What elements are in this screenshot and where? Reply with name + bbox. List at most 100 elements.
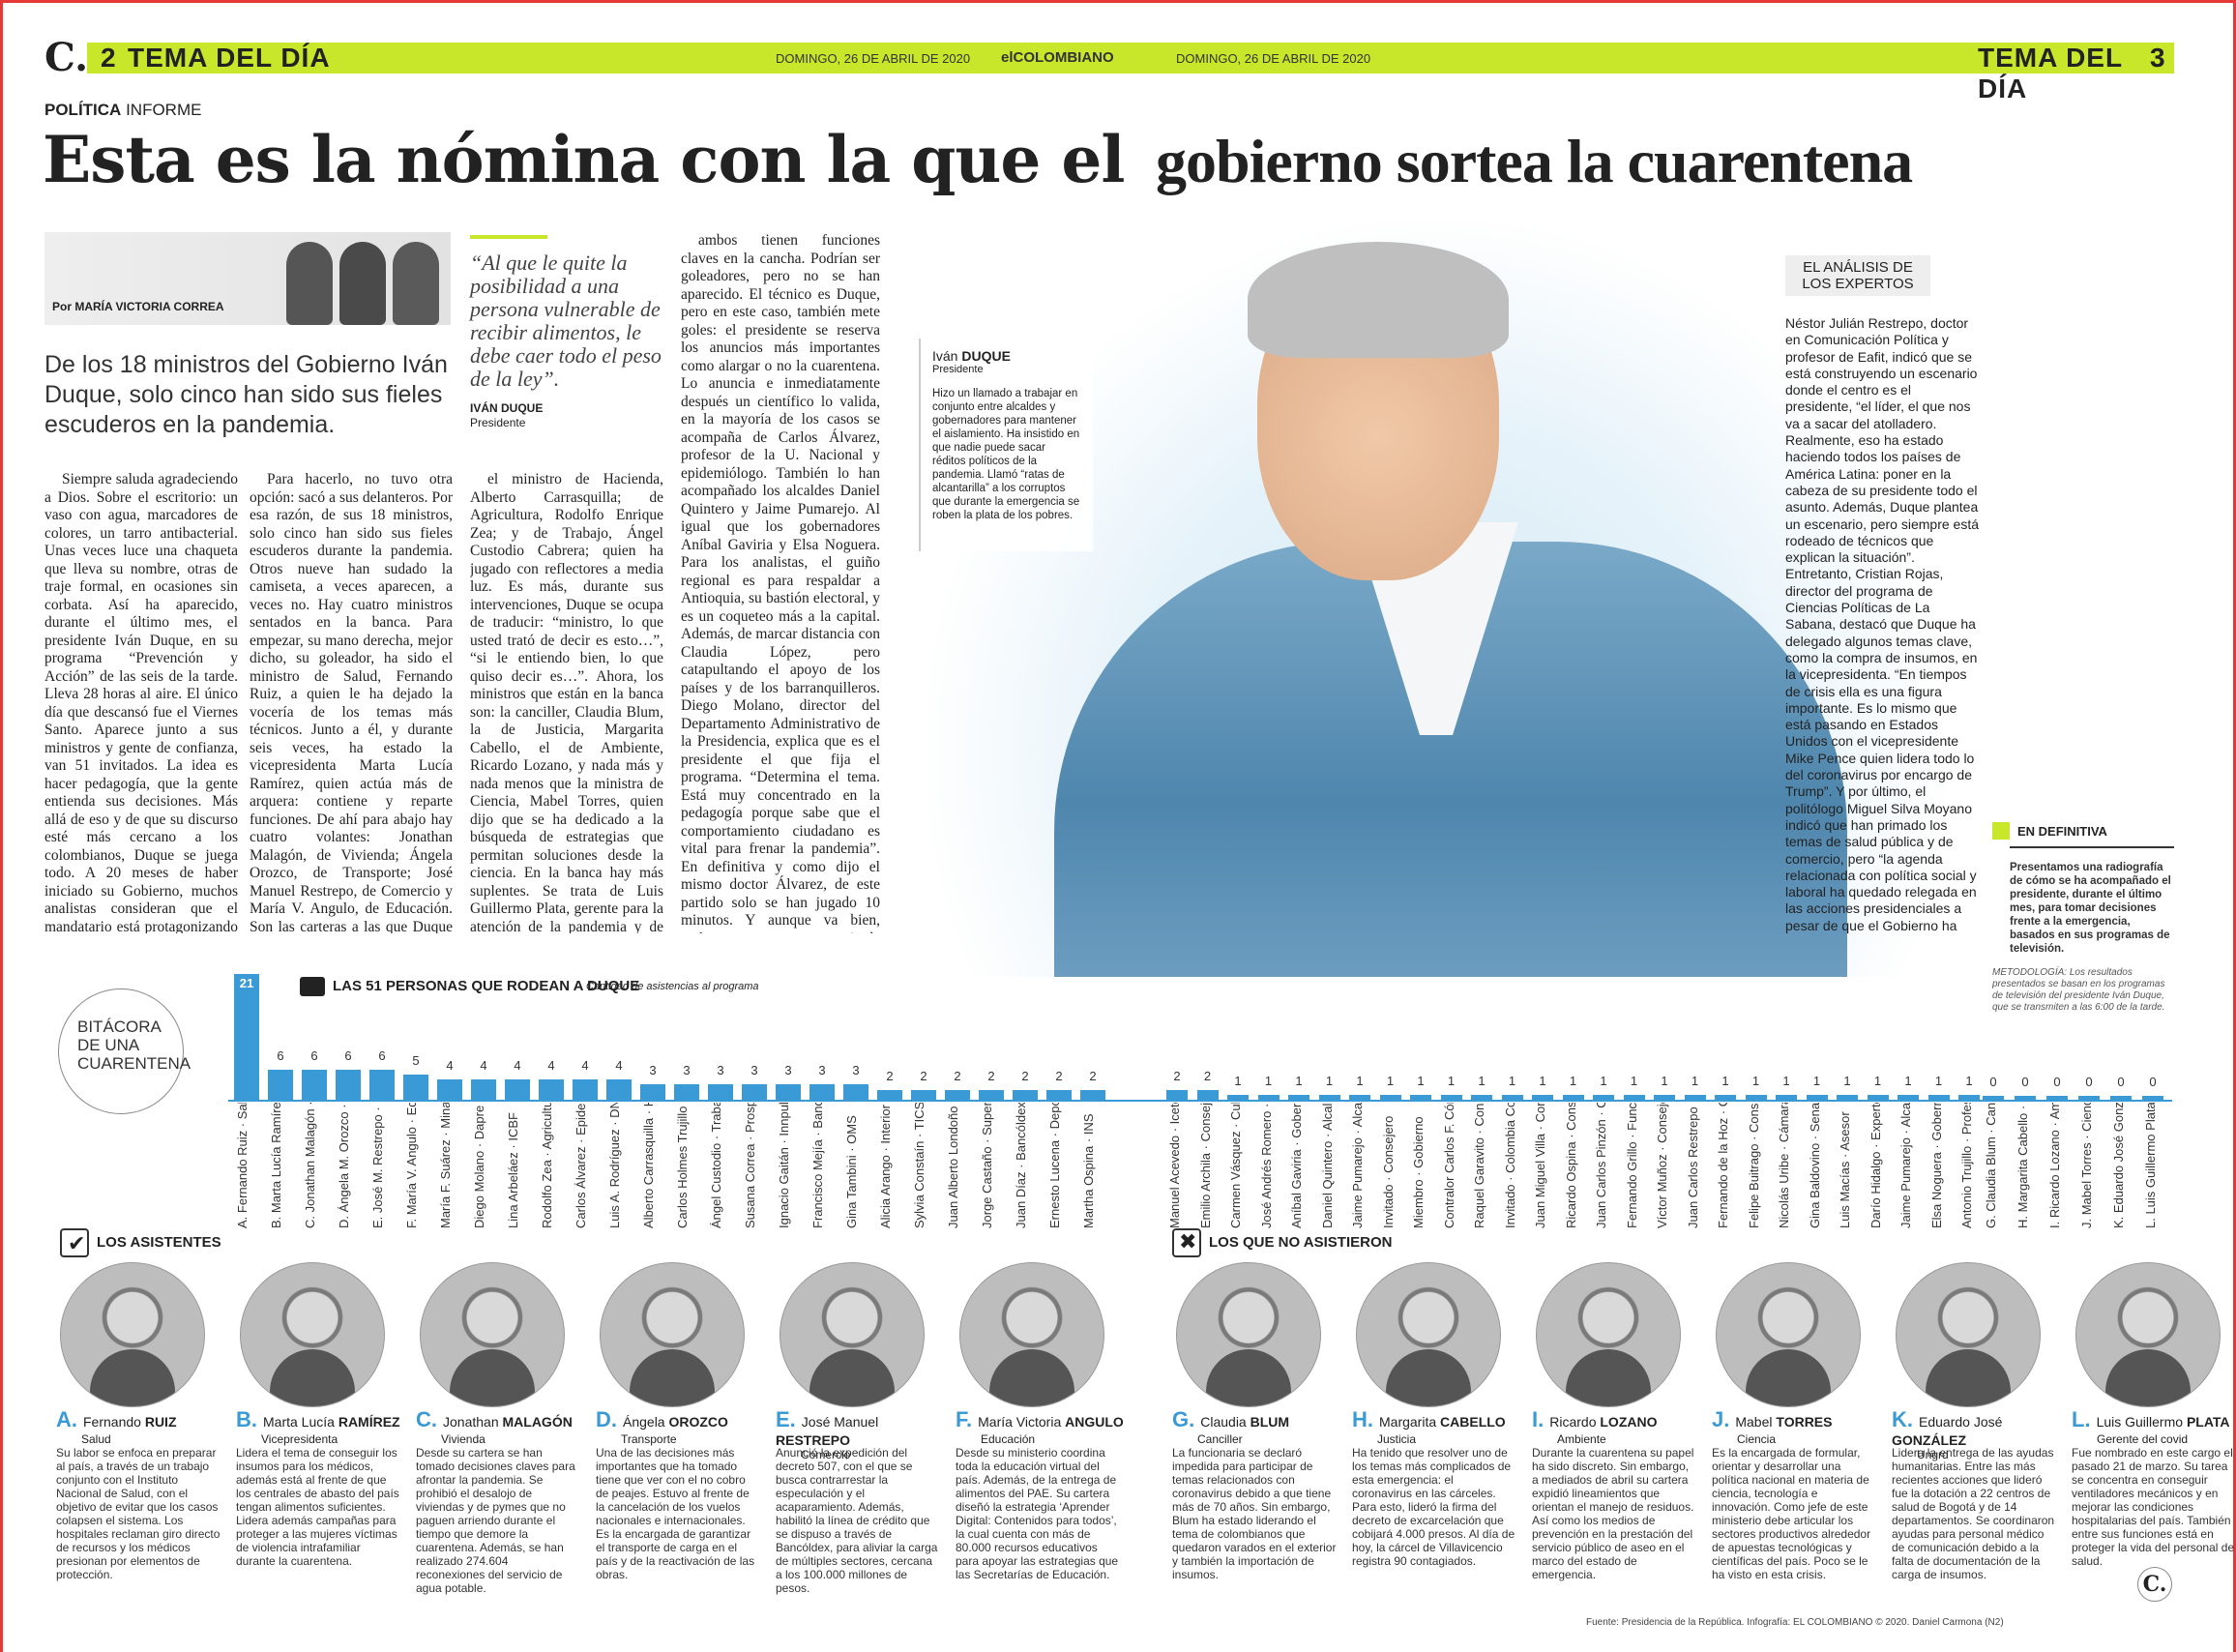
definitiva-icon: [1992, 822, 2010, 840]
body-col-4: ambos tienen funciones claves en la canc…: [681, 232, 880, 933]
chart-bar: 1: [1257, 1074, 1280, 1100]
chart-bar-value: 4: [615, 1058, 623, 1074]
body-col-3: el ministro de Hacienda, Alberto Carrasq…: [470, 471, 663, 933]
person-role: Ambiente: [1557, 1432, 1606, 1446]
chart-bar: 1: [1898, 1074, 1919, 1100]
chart-axis-label: Alicia Arango · Interior: [879, 1105, 893, 1228]
chart-bar-value: 2: [1055, 1068, 1063, 1083]
body-col-2: Para hacerlo, no tuvo otra opción: sacó …: [250, 471, 453, 933]
person-description: Es la encargada de formular, orientar y …: [1712, 1446, 1871, 1581]
chart-axis-label: Alberto Carrasquilla · Hacienda: [642, 1103, 656, 1228]
chart-axis-label: Sylvia Constaín · TICS: [913, 1103, 927, 1228]
chart-bar-value: 5: [412, 1053, 420, 1068]
byline: Por MARÍA VICTORIA CORREA: [52, 300, 224, 313]
chart-bar-value: 1: [1386, 1073, 1395, 1088]
author-photo-1: [286, 242, 333, 325]
chart-bar-value: 2: [1173, 1068, 1181, 1083]
chart-axis-label: Juan Carlos Pinzón · Consejero: [1595, 1103, 1608, 1228]
asistentes-title: LOS ASISTENTES: [97, 1234, 221, 1251]
chart-axis-label: Martha Ospina · INS: [1082, 1113, 1096, 1229]
chart-bar-value: 1: [1691, 1073, 1699, 1088]
chart-bar: 3: [708, 1063, 733, 1100]
chart-bar-value: 3: [818, 1063, 826, 1078]
duque-info-box: Iván DUQUE Presidente Hizo un llamado a …: [919, 339, 1093, 551]
chart-axis-label: A. Fernando Ruiz · Salud: [236, 1103, 250, 1228]
chart-bar: 0: [2046, 1075, 2068, 1100]
chart-baseline: [228, 1100, 2172, 1102]
duque-box-role: Presidente: [932, 364, 984, 375]
chart-axis-label: Felipe Buitrago · Consejero: [1747, 1103, 1761, 1228]
checkmark-icon: [60, 1228, 89, 1257]
definitiva-title: EN DEFINITIVA: [2017, 824, 2107, 839]
portrait-photo: [420, 1262, 565, 1407]
chart-bar: 3: [640, 1063, 665, 1100]
person-first-name: Luis Guillermo: [2096, 1414, 2184, 1430]
chart-bar: 2: [877, 1069, 902, 1100]
chart-axis-label: Ernesto Lucena · Deporte: [1048, 1103, 1062, 1228]
chart-bar-value: 1: [1295, 1073, 1303, 1088]
chart-bar: 21: [234, 974, 259, 1100]
person-letter: G.: [1172, 1407, 1195, 1431]
chart-bar-value: 1: [1965, 1073, 1973, 1088]
kicker-light: INFORME: [126, 101, 202, 119]
person-name: J. Mabel TORRES Ciencia: [1712, 1407, 1886, 1446]
chart-axis-label: F. María V. Angulo · Educación: [405, 1103, 419, 1228]
kicker: POLÍTICA INFORME: [44, 101, 201, 120]
logo-badge: C.: [2137, 1567, 2172, 1602]
person-first-name: José Manuel: [801, 1414, 879, 1430]
chart-bar: 1: [1562, 1074, 1584, 1100]
chart-axis-label: I. Ricardo Lozano · Ambiente: [2048, 1103, 2062, 1228]
chart-bar-value: 0: [1989, 1075, 1997, 1089]
chart-bar: 6: [268, 1048, 293, 1100]
chart-axis-label: Darío Hidalgo · Experto: [1868, 1103, 1883, 1228]
person-last-name: CABELLO: [1440, 1414, 1506, 1430]
chart-axis-label: Luis Macías · Asesor: [1839, 1111, 1852, 1228]
chart-axis-label: Manuel Acevedo · Icetex: [1168, 1103, 1182, 1228]
chart-bar: 2: [945, 1069, 970, 1100]
chart-bar-value: 1: [1325, 1073, 1334, 1088]
portrait-photo: [1896, 1262, 2041, 1407]
chart-axis-label: Víctor Muñoz · Consejero: [1656, 1103, 1669, 1228]
chart-bar-value: 1: [1661, 1073, 1668, 1088]
chart-axis-label: Carmen Vásquez · Cultura: [1229, 1103, 1243, 1228]
chart-axis-label: Daniel Quintero · Alcalde de Medellín: [1320, 1103, 1335, 1228]
duque-box-text: Hizo un llamado a trabajar en conjunto e…: [932, 388, 1080, 521]
chart-bar: 1: [1776, 1074, 1797, 1100]
chart-bar: 3: [674, 1063, 699, 1100]
no-asistieron-title: LOS QUE NO ASISTIERON: [1209, 1234, 1393, 1251]
chart-bar: 1: [1837, 1074, 1858, 1100]
chart-bar: 1: [1227, 1074, 1249, 1100]
definitiva-text: Presentamos una radiografía de cómo se h…: [2010, 862, 2171, 955]
x-icon: [1172, 1228, 1201, 1257]
chart-axis-label: Carlos Álvarez · Epidemiólogo: [574, 1103, 588, 1228]
chart-bar: 1: [1440, 1074, 1462, 1100]
chart-axis-label: K. Eduardo José González · Ungrd: [2112, 1103, 2126, 1228]
byline-photo-strip: Por MARÍA VICTORIA CORREA: [44, 232, 451, 325]
chart-bar-value: 1: [1508, 1073, 1516, 1088]
chart-bar: 1: [1318, 1074, 1340, 1100]
chart-bar-value: 6: [378, 1047, 386, 1063]
chart-bar-value: 1: [1600, 1073, 1607, 1088]
person-last-name: MALAGÓN: [502, 1414, 573, 1430]
chart-axis-label: B. Marta Lucía Ramírez · Vicepresidenta: [270, 1103, 283, 1228]
portrait-photo: [2075, 1262, 2221, 1407]
person-last-name: RESTREPO: [776, 1432, 851, 1448]
chart-bar: 2: [979, 1069, 1004, 1100]
person-description: La funcionaria se declaró impedida para …: [1172, 1446, 1337, 1581]
chart-axis-label: Fernando Grillo · Función Pública: [1625, 1103, 1639, 1228]
chart-bar: 1: [1927, 1074, 1950, 1100]
chart-bar: 1: [1745, 1074, 1767, 1100]
chart-axis-label: Miembro · Gobierno: [1412, 1116, 1426, 1228]
person-description: Una de las decisiones más importantes qu…: [596, 1446, 755, 1581]
person-letter: B.: [236, 1407, 257, 1431]
person-name: I. Ricardo LOZANO Ambiente: [1532, 1407, 1706, 1446]
page-number-left: 2: [101, 43, 116, 73]
analysis-text: Néstor Julián Restrepo, doctor en Comuni…: [1785, 315, 1979, 934]
chart-bar: 1: [1349, 1074, 1370, 1100]
chart-bar: 0: [1983, 1075, 2004, 1100]
portrait-photo: [780, 1262, 925, 1407]
chart-bar-value: 3: [750, 1063, 758, 1078]
portrait-photo: [60, 1262, 205, 1407]
chart-bar: 4: [539, 1058, 564, 1100]
chart-bar-value: 1: [1812, 1073, 1821, 1088]
